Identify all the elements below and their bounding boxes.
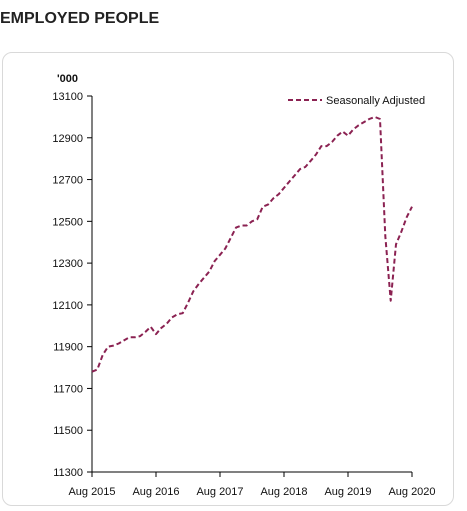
y-tick-label: 12900 [52, 133, 83, 145]
y-tick-label: 12100 [52, 300, 83, 312]
y-tick-label: 12500 [52, 216, 83, 228]
x-tick-label: Aug 2019 [324, 486, 371, 498]
x-tick-label: Aug 2017 [196, 486, 243, 498]
y-tick-label: 11700 [53, 383, 83, 395]
y-tick-label: 11300 [53, 467, 83, 479]
y-tick-label: 12300 [52, 258, 83, 270]
x-tick-label: Aug 2015 [68, 486, 115, 498]
x-tick-label: Aug 2016 [132, 486, 179, 498]
page-title: EMPLOYED PEOPLE [0, 10, 160, 27]
chart-panel [2, 52, 454, 506]
y-tick-label: 13100 [52, 91, 83, 103]
series-line-seasonally-adjusted [91, 115, 413, 373]
y-tick-label: 11900 [53, 342, 83, 354]
y-axis-unit-label: '000 [57, 73, 78, 85]
legend-label: Seasonally Adjusted [326, 95, 425, 107]
x-tick-label: Aug 2020 [388, 486, 435, 498]
x-tick-label: Aug 2018 [260, 486, 307, 498]
y-tick-label: 11500 [53, 425, 83, 437]
y-tick-label: 12700 [52, 175, 83, 187]
